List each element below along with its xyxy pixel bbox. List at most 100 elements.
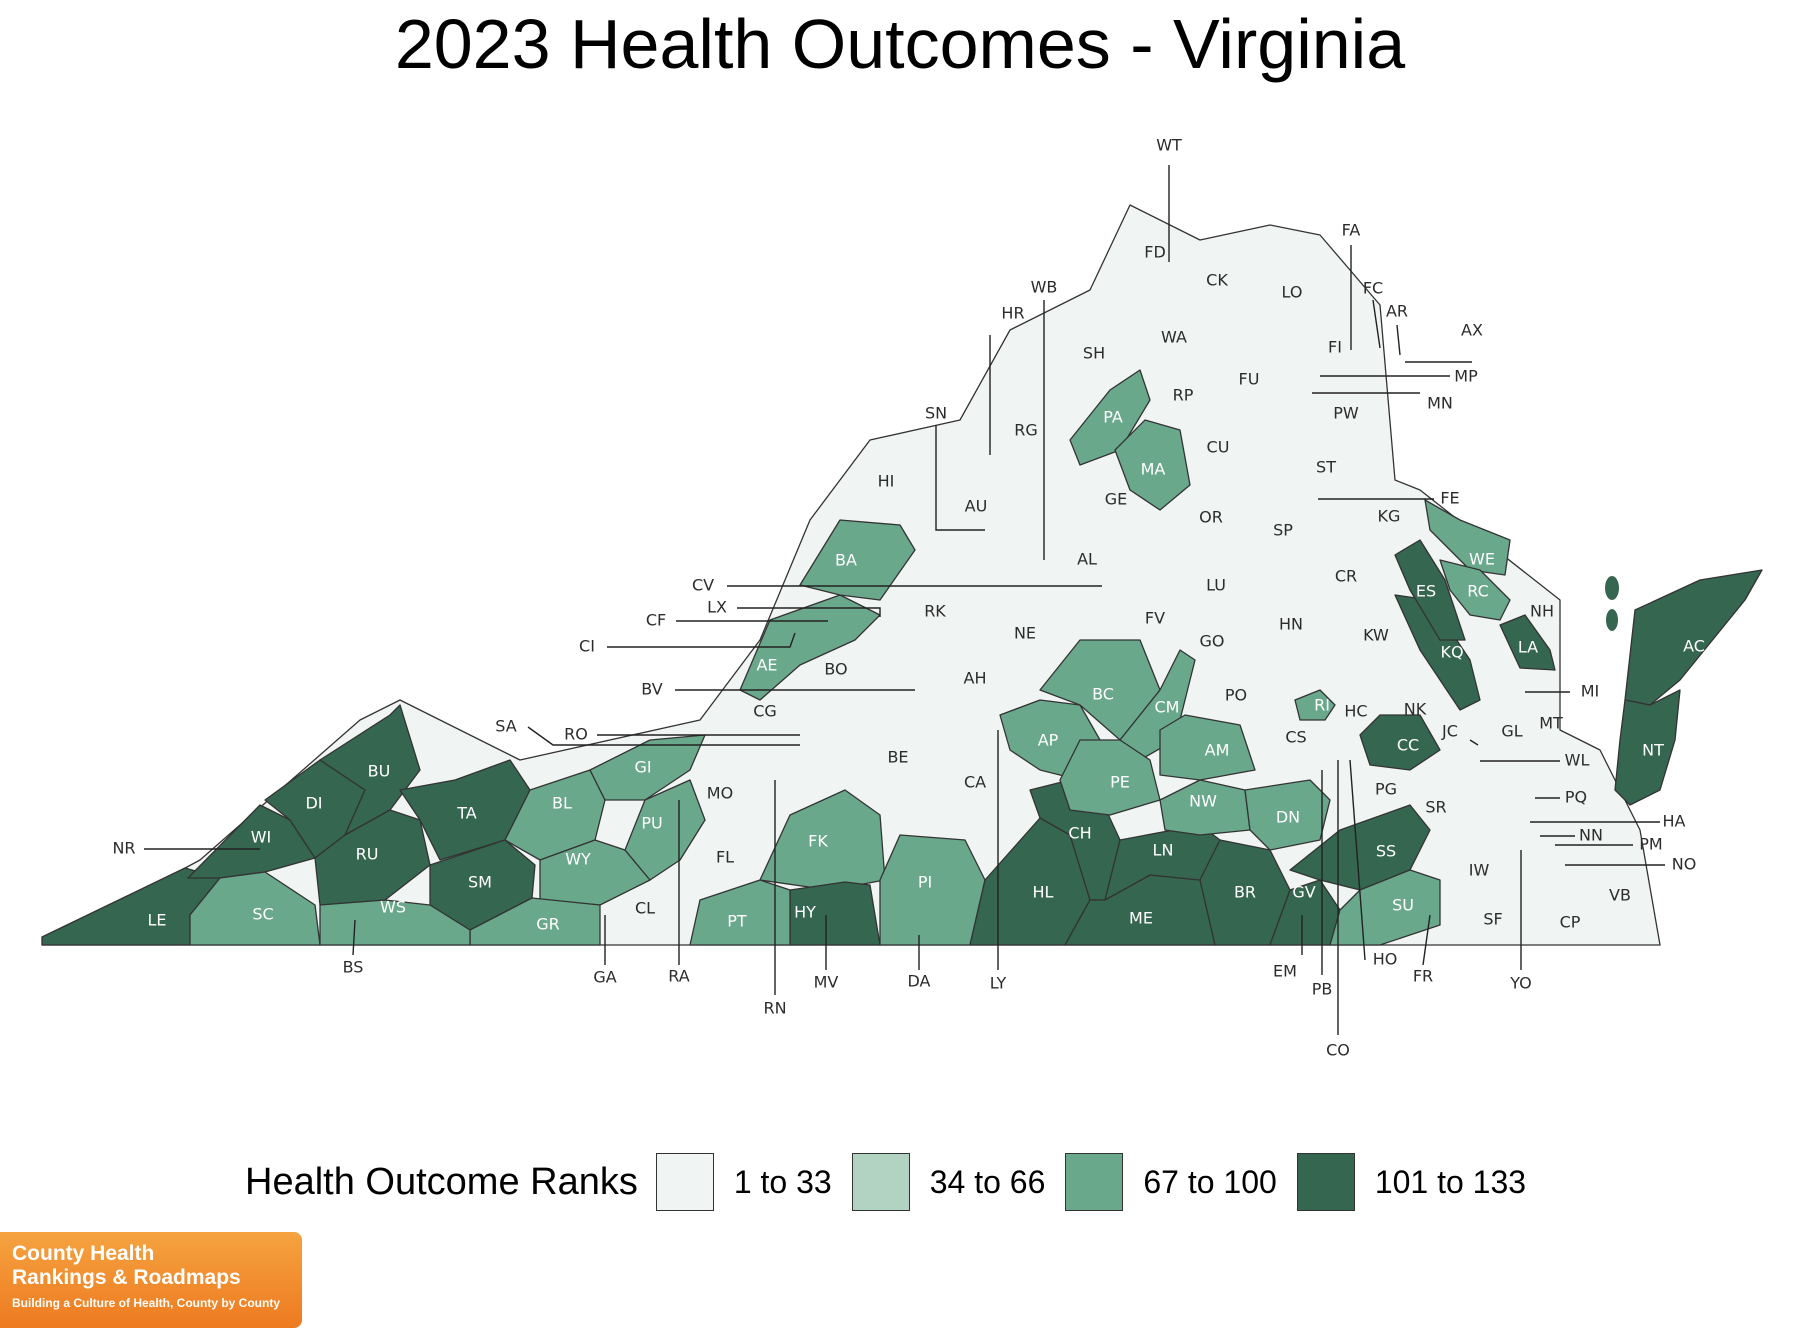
- callout-label-mv: MV: [814, 973, 839, 992]
- callout-label-ho: HO: [1373, 950, 1398, 969]
- county-label-st: ST: [1316, 458, 1336, 477]
- callout-label-nn: NN: [1579, 826, 1603, 845]
- county-es[interactable]: [1394, 539, 1466, 641]
- callout-label-sa: SA: [495, 717, 516, 736]
- leader-line-lx: [737, 607, 881, 617]
- leader-line-jc: [1469, 739, 1479, 746]
- county-label-pa: PA: [1103, 408, 1123, 427]
- county-la[interactable]: [1499, 614, 1556, 671]
- county-label-gr: GR: [536, 915, 560, 934]
- county-label-wy: WY: [565, 850, 591, 869]
- county-label-am: AM: [1205, 741, 1230, 760]
- county-cc[interactable]: [1359, 714, 1441, 771]
- county-ss[interactable]: [1289, 804, 1431, 891]
- legend-item-3: 67 to 100: [1065, 1153, 1277, 1211]
- callout-label-ga: GA: [593, 968, 616, 987]
- callout-label-ha: HA: [1663, 812, 1686, 831]
- callout-label-pm: PM: [1639, 835, 1662, 854]
- county-label-fd: FD: [1144, 243, 1166, 262]
- county-am[interactable]: [1159, 714, 1256, 781]
- county-label-cp: CP: [1560, 913, 1581, 932]
- callout-label-cv: CV: [692, 576, 714, 595]
- county-label-vb: VB: [1609, 886, 1631, 905]
- county-label-di: DI: [305, 794, 322, 813]
- county-label-nt: NT: [1642, 741, 1664, 760]
- county-label-hl: HL: [1033, 883, 1054, 902]
- callout-label-sn: SN: [925, 404, 947, 423]
- legend: Health Outcome Ranks 1 to 33 34 to 66 67…: [245, 1150, 1546, 1214]
- county-label-ap: AP: [1038, 731, 1059, 750]
- callout-label-yo: YO: [1509, 974, 1532, 993]
- county-rc[interactable]: [1439, 559, 1511, 621]
- island-2: [1606, 609, 1618, 631]
- county-label-or: OR: [1199, 508, 1223, 527]
- callout-label-ci: CI: [579, 637, 595, 656]
- callout-label-pb: PB: [1312, 980, 1333, 999]
- county-ba[interactable]: [799, 519, 916, 601]
- legend-swatch-1: [655, 1153, 714, 1211]
- county-label-pi: PI: [918, 873, 932, 892]
- leader-line-sn: [935, 425, 985, 531]
- legend-item-2: 34 to 66: [851, 1153, 1045, 1211]
- county-gi[interactable]: [589, 734, 706, 801]
- county-pe[interactable]: [1059, 739, 1161, 816]
- county-label-gl: GL: [1501, 722, 1522, 741]
- callout-label-ro: RO: [564, 725, 588, 744]
- county-label-fu: FU: [1239, 370, 1260, 389]
- leader-line-bs: [352, 919, 356, 956]
- county-health-rankings-logo[interactable]: County Health Rankings & Roadmaps Buildi…: [0, 1232, 302, 1328]
- county-label-cr: CR: [1335, 567, 1357, 586]
- county-pu[interactable]: [624, 779, 706, 881]
- callout-label-fa: FA: [1342, 221, 1361, 240]
- county-ws[interactable]: [319, 899, 471, 946]
- county-label-ah: AH: [964, 669, 987, 688]
- county-label-sh: SH: [1083, 344, 1105, 363]
- county-label-nk: NK: [1404, 700, 1427, 719]
- leader-line-fc: [1372, 299, 1381, 349]
- leader-line-sa: [527, 726, 800, 746]
- county-label-rp: RP: [1173, 386, 1194, 405]
- county-label-es: ES: [1416, 582, 1436, 601]
- county-label-fv: FV: [1145, 609, 1165, 628]
- legend-label-4: 101 to 133: [1374, 1163, 1527, 1200]
- callout-label-rn: RN: [763, 999, 786, 1018]
- county-label-fl: FL: [716, 848, 734, 867]
- county-label-pg: PG: [1375, 780, 1397, 799]
- county-label-gi: GI: [634, 758, 651, 777]
- county-label-kq: KQ: [1440, 643, 1463, 662]
- county-pa[interactable]: [1069, 369, 1151, 466]
- callout-label-no: NO: [1672, 855, 1697, 874]
- county-ri[interactable]: [1294, 689, 1336, 721]
- callout-label-wl: WL: [1565, 751, 1590, 770]
- county-ma[interactable]: [1114, 419, 1191, 511]
- county-label-lo: LO: [1282, 283, 1303, 302]
- county-pi[interactable]: [879, 834, 986, 946]
- county-label-ch: CH: [1068, 824, 1091, 843]
- legend-swatch-2: [851, 1153, 910, 1211]
- county-label-wi: WI: [251, 828, 272, 847]
- county-label-ae: AE: [756, 656, 777, 675]
- callout-label-mi: MI: [1581, 682, 1600, 701]
- county-dn[interactable]: [1244, 779, 1331, 851]
- county-label-cu: CU: [1207, 438, 1230, 457]
- callout-label-bs: BS: [343, 958, 364, 977]
- county-label-le: LE: [147, 911, 166, 930]
- legend-item-4: 101 to 133: [1296, 1153, 1527, 1211]
- county-label-ws: WS: [380, 898, 406, 917]
- county-we[interactable]: [1424, 499, 1511, 576]
- callout-label-bv: BV: [641, 680, 662, 699]
- county-label-ck: CK: [1206, 271, 1228, 290]
- county-nt[interactable]: [1614, 689, 1681, 806]
- callout-label-jc: JC: [1441, 722, 1458, 741]
- virginia-county-map: FD CK LO FI SH WA FU PA RP PW RG MA CU ST HI AU GE OR KG SP…: [41, 136, 1763, 1060]
- county-label-sc: SC: [252, 905, 273, 924]
- legend-title: Health Outcome Ranks: [245, 1160, 638, 1203]
- county-label-be: BE: [887, 748, 908, 767]
- callout-label-mp: MP: [1454, 367, 1478, 386]
- county-label-au: AU: [965, 497, 988, 516]
- callout-label-hr: HR: [1001, 304, 1024, 323]
- leader-line-ar: [1396, 324, 1401, 356]
- map-title: 2023 Health Outcomes - Virginia: [394, 5, 1406, 83]
- logo-tagline: Building a Culture of Health, County by …: [12, 1296, 280, 1310]
- county-label-pw: PW: [1333, 404, 1359, 423]
